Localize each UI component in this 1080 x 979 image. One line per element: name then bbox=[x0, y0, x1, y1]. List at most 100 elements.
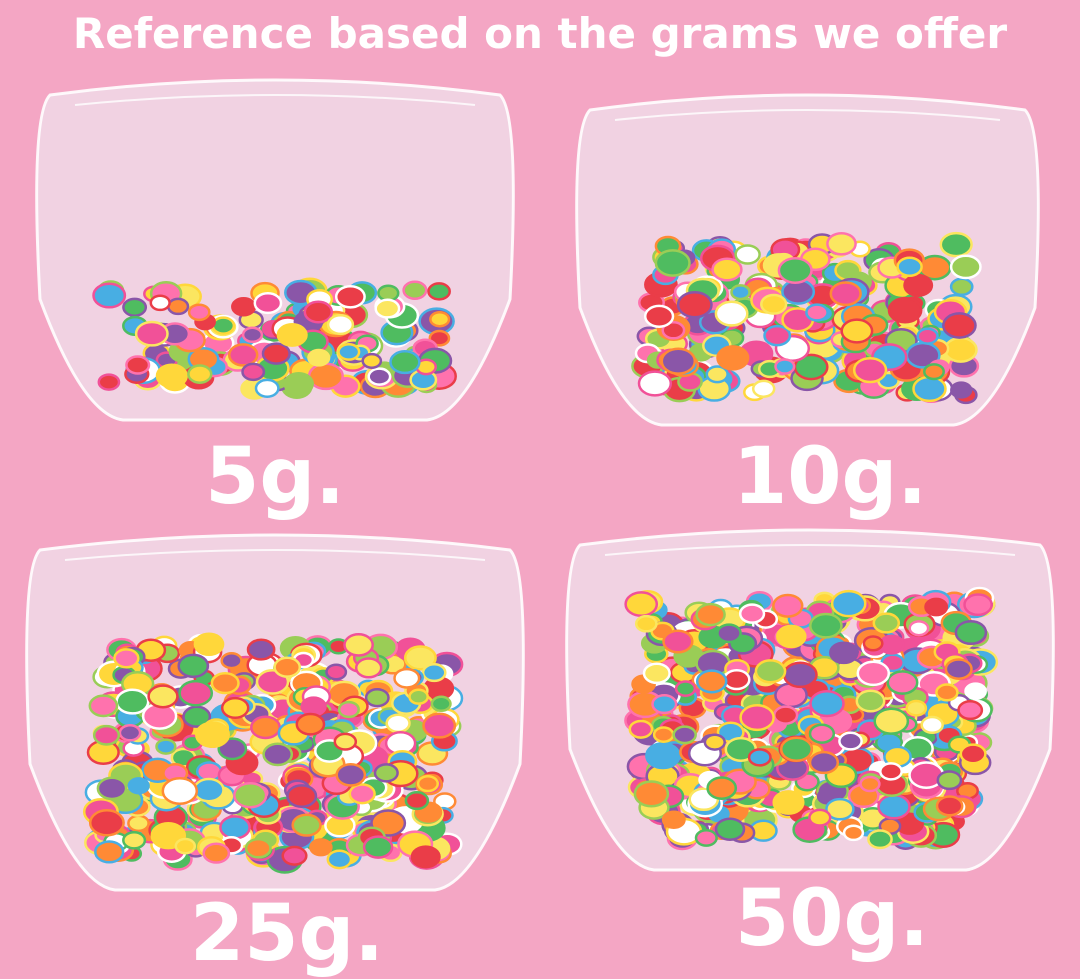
fruit-slice bbox=[246, 638, 276, 661]
fruit-slice bbox=[637, 370, 673, 397]
fruit-slice bbox=[134, 320, 169, 347]
fruit-slice bbox=[374, 298, 401, 319]
fruit-slice bbox=[343, 633, 374, 657]
fruit-slice bbox=[155, 363, 188, 389]
fruit-slice bbox=[307, 348, 331, 367]
fruit-slice bbox=[362, 835, 394, 859]
fruit-slice bbox=[286, 784, 318, 809]
fruit-slice bbox=[633, 780, 670, 808]
fruit-slice bbox=[676, 290, 713, 319]
fruit-slice bbox=[662, 629, 694, 654]
fruit-slice bbox=[254, 378, 280, 398]
fruit-slice bbox=[706, 776, 738, 800]
fruit-slice bbox=[862, 635, 884, 652]
fruit-slice bbox=[393, 667, 421, 689]
fruit-slice bbox=[244, 837, 272, 859]
bowls bbox=[25, 78, 1055, 892]
fruit-slice bbox=[125, 355, 151, 375]
fruit-slice bbox=[182, 705, 212, 728]
fruit-slice bbox=[202, 842, 231, 864]
fruit-slice bbox=[253, 292, 283, 315]
fruit-slice bbox=[738, 603, 766, 624]
fruit-slice bbox=[751, 379, 776, 398]
fruit-slice bbox=[88, 694, 119, 718]
fruit-slice bbox=[879, 762, 903, 781]
fruit-slice bbox=[703, 733, 726, 751]
fruit-slice bbox=[337, 342, 361, 361]
fruit-slice bbox=[808, 750, 840, 775]
bowl-glass bbox=[36, 80, 514, 420]
weight-label: 50g. bbox=[735, 874, 929, 964]
fruit-slice bbox=[429, 310, 451, 328]
fruit-slice bbox=[829, 281, 862, 307]
fruit-slice bbox=[944, 658, 973, 680]
bowl-rim bbox=[64, 549, 486, 561]
fruit-slice bbox=[711, 257, 743, 282]
fruit-slice bbox=[177, 653, 210, 679]
fruit-slice bbox=[92, 724, 121, 746]
fruit-slice bbox=[276, 322, 308, 347]
fruit-slice bbox=[410, 845, 441, 869]
fruit-slice bbox=[923, 363, 945, 381]
fruit-slice bbox=[808, 723, 836, 744]
fruit-slice bbox=[939, 231, 973, 258]
fruit-slice bbox=[950, 381, 973, 399]
fruit-slice bbox=[855, 689, 886, 713]
fruit-slice bbox=[776, 624, 807, 649]
fruit-slice bbox=[705, 365, 729, 384]
fruit-slice bbox=[739, 704, 775, 732]
fruit-slice bbox=[402, 280, 428, 301]
fruit-slice bbox=[935, 683, 959, 702]
fruit-slice bbox=[942, 312, 977, 339]
fruit-slice bbox=[661, 321, 686, 340]
fruit-slice bbox=[155, 738, 177, 755]
fruit-slice bbox=[920, 715, 944, 735]
fruit-slice bbox=[674, 680, 697, 697]
fruit-slice bbox=[772, 790, 805, 815]
fruit-slice bbox=[838, 731, 863, 751]
fruit-slice bbox=[195, 721, 230, 749]
fruit-slice bbox=[233, 781, 268, 809]
fruit-slice bbox=[354, 657, 383, 679]
fruit-slice bbox=[241, 362, 266, 382]
fruit-slice bbox=[754, 659, 787, 684]
weight-label: 5g. bbox=[205, 432, 345, 522]
fruit-slice bbox=[389, 350, 421, 375]
fruit-slice bbox=[118, 724, 142, 742]
fruit-slice bbox=[178, 679, 214, 707]
fruit-slice bbox=[716, 345, 750, 371]
weight-label: 25g. bbox=[190, 889, 384, 979]
fruit-slice bbox=[122, 830, 147, 850]
fruit-slice bbox=[654, 249, 691, 277]
fruit-slice bbox=[949, 254, 982, 280]
fruit-slice bbox=[905, 699, 928, 717]
fruit-slice bbox=[716, 623, 742, 644]
fruit-slice bbox=[220, 696, 250, 719]
fruit-slice bbox=[92, 282, 127, 309]
fruit-slice bbox=[695, 669, 728, 694]
fruit-slice bbox=[809, 689, 845, 718]
fruit-slice bbox=[903, 273, 934, 297]
fruit-slice bbox=[809, 612, 843, 639]
fruit-slice bbox=[113, 648, 140, 669]
bowl bbox=[35, 78, 515, 422]
fruit-slice bbox=[852, 356, 888, 384]
fruit-slice bbox=[149, 294, 171, 312]
fruit-slice bbox=[872, 612, 901, 634]
fruit-slice bbox=[262, 742, 294, 767]
bowl bbox=[565, 528, 1055, 872]
fruit-slice bbox=[261, 342, 291, 365]
fruit-slice bbox=[887, 296, 923, 324]
fruit-slice bbox=[714, 817, 746, 841]
fruit-slice bbox=[826, 231, 857, 256]
title: Reference based on the grams we offer bbox=[73, 9, 1008, 58]
fruit-slice bbox=[421, 663, 447, 683]
fruit-slice bbox=[734, 244, 761, 265]
fruit-slice bbox=[896, 256, 923, 277]
fruit-slice bbox=[367, 367, 392, 386]
fruit-slice bbox=[373, 763, 399, 783]
fruit-slice bbox=[227, 343, 259, 367]
fruit-slice bbox=[295, 712, 326, 736]
fruit-slice bbox=[830, 589, 867, 618]
